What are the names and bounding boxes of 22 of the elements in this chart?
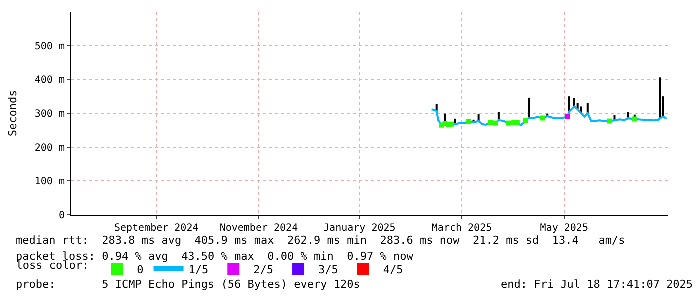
y-tick-label: 0 <box>58 210 65 222</box>
legend-label: 0 <box>137 263 144 276</box>
y-tick-label: 200 m <box>34 142 65 154</box>
legend-label: 1/5 <box>188 263 209 276</box>
y-tick-label: 300 m <box>34 109 65 120</box>
y-tick-label: 400 m <box>34 75 65 86</box>
text: median rtt: 283.8 ms avg 405.9 ms max 262.9 ms min 283.6 ms now 21.2 ms sd 13.4 am/s <box>16 234 626 247</box>
point <box>632 116 638 122</box>
y-axis-title: Seconds <box>6 90 20 137</box>
legend-label: 2/5 <box>254 263 274 276</box>
x-tick-label: January 2025 <box>324 223 396 234</box>
y-tick-label: 100 m <box>34 176 65 188</box>
y-tick-label: 500 m <box>34 41 65 52</box>
legend-label: 4/5 <box>383 263 404 276</box>
x-tick-label: September 2024 <box>114 223 199 234</box>
x-tick-label: March 2025 <box>432 223 492 234</box>
line-series <box>430 106 668 126</box>
text: end: Fri Jul 18 17:41:07 2025 <box>501 278 694 291</box>
legend-label: 3/5 <box>318 263 338 276</box>
text: probe: 5 ICMP Echo Pings (56 Bytes) every 120s <box>16 278 360 291</box>
x-tick-label: May 2025 <box>540 223 588 234</box>
x-tick-label: November 2024 <box>220 223 298 234</box>
